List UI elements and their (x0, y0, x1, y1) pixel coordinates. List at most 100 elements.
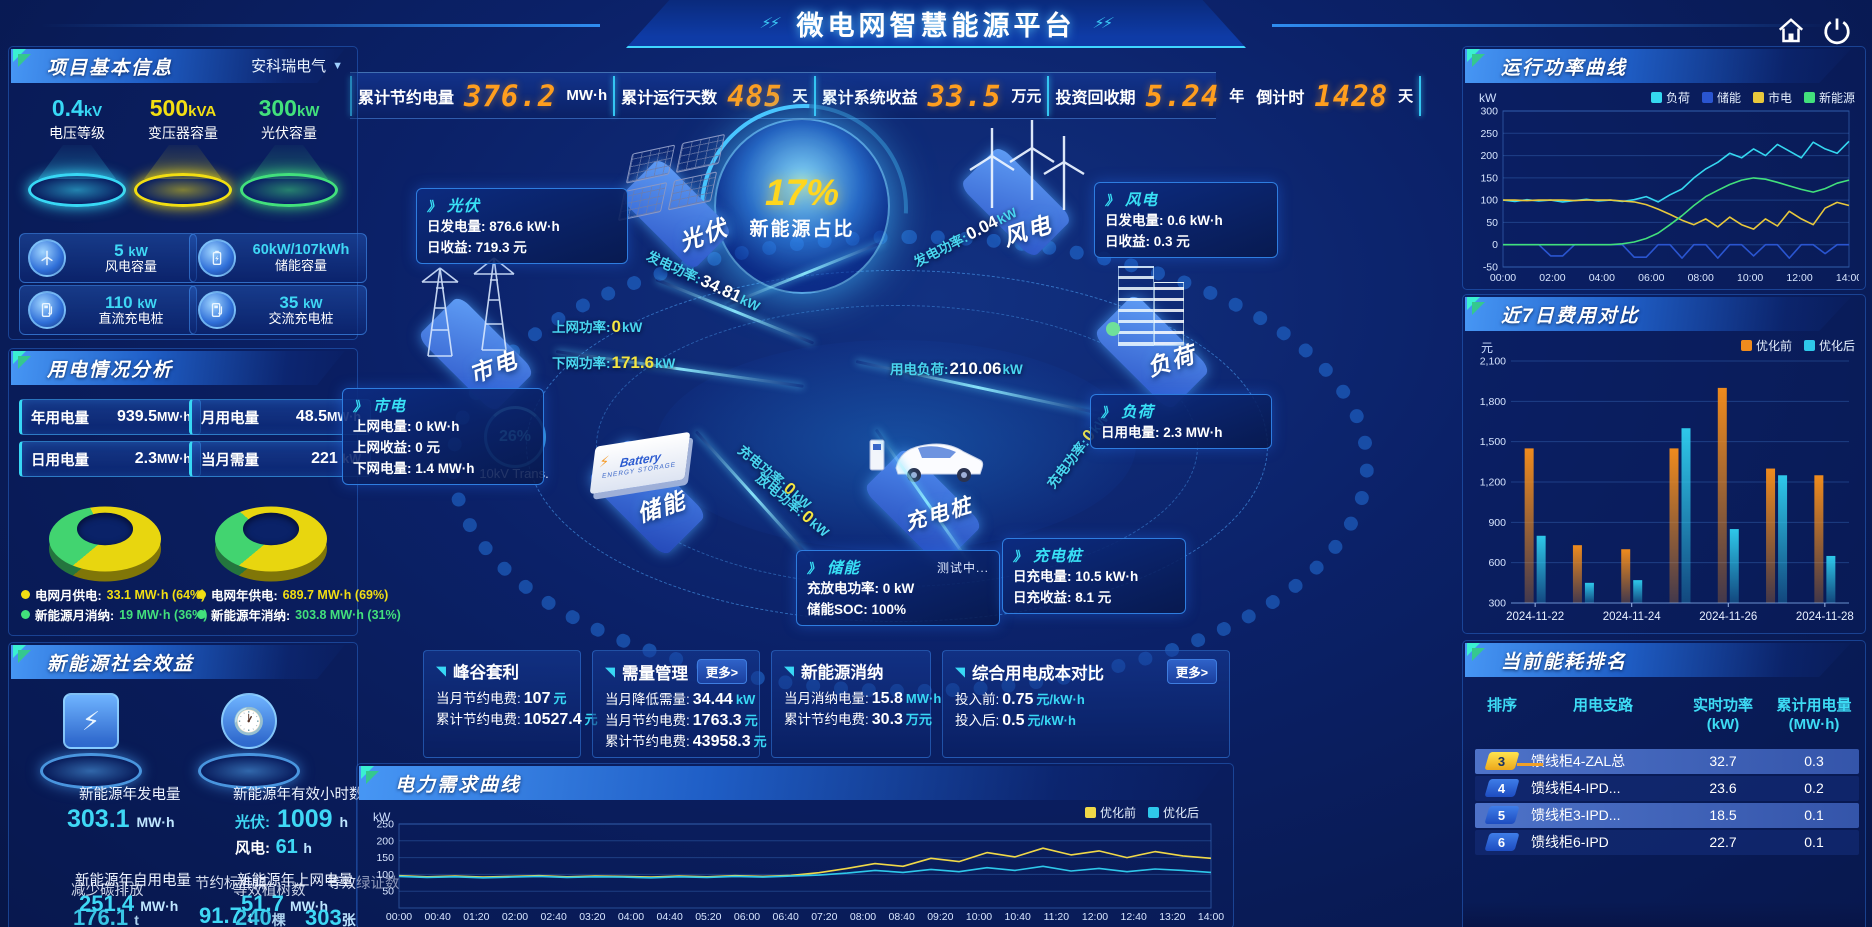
svg-text:100: 100 (376, 869, 394, 881)
legend-item[interactable]: 优化后 (1803, 337, 1855, 354)
svg-text:10:40: 10:40 (1005, 911, 1031, 923)
month-energy-donut (49, 481, 167, 599)
legend-newenergy-year: 新能源年消纳: 303.8 MW·h (31%) (197, 605, 401, 624)
svg-text:11:20: 11:20 (1044, 911, 1070, 923)
svg-text:2024-11-22: 2024-11-22 (1506, 611, 1564, 623)
svg-text:2024-11-26: 2024-11-26 (1699, 611, 1757, 623)
svg-text:04:40: 04:40 (657, 911, 683, 923)
run-power-legend: 负荷 储能 市电 新能源 (1650, 89, 1855, 106)
center-sphere: 17% 新能源占比 (714, 118, 890, 294)
panel-corner-icon (13, 351, 37, 375)
project-panel-title: 项目基本信息 (47, 57, 174, 79)
svg-text:12:00: 12:00 (1082, 911, 1108, 923)
legend-item[interactable]: 储能 (1701, 89, 1741, 106)
svg-text:12:40: 12:40 (1121, 911, 1147, 923)
svg-text:14:00: 14:00 (1836, 272, 1859, 284)
energy-flow-stage: 17% 新能源占比 光伏 风电 (342, 61, 1462, 698)
svg-text:06:00: 06:00 (1638, 272, 1664, 284)
ranking-title: 当前能耗排名 (1501, 651, 1628, 673)
panel-corner-icon (1467, 49, 1491, 73)
svg-text:1,500: 1,500 (1480, 436, 1506, 448)
demand-curve-panel: 电力需求曲线 优化前 优化后 kW 250 200 150 100 50 00:00 00:4… (356, 763, 1234, 927)
arrow-icon: 》 (807, 560, 822, 576)
new-energy-percent: 17% (764, 171, 840, 213)
legend-item[interactable]: 优化后 (1147, 804, 1199, 821)
flow-load-power: 用电负荷:210.06kW (890, 359, 1023, 378)
legend-item[interactable]: 优化前 (1740, 337, 1792, 354)
svg-text:300: 300 (1488, 598, 1506, 610)
project-info-panel: 项目基本信息 安科瑞电气 ▼ 0.4kV 电压等级 500kVA 变压器容量 3… (8, 46, 367, 340)
home-icon[interactable] (1776, 16, 1806, 46)
ranking-table-header: 排序 用电支路 实时功率 (kW) 累计用电量 (MW·h) (1486, 697, 1852, 733)
power-icon[interactable] (1822, 16, 1852, 46)
ac-charger-card: 35 kW 交流充电桩 (189, 285, 367, 335)
demand-more-button[interactable]: 更多> (696, 659, 747, 684)
svg-text:07:20: 07:20 (811, 911, 837, 923)
benefit-panel-title: 新能源社会效益 (47, 653, 195, 675)
cost-more-button[interactable]: 更多> (1166, 659, 1217, 684)
legend-item[interactable]: 市电 (1752, 89, 1792, 106)
svg-text:04:00: 04:00 (618, 911, 644, 923)
legend-grid-month: 电网月供电: 33.1 MW·h (64%) (21, 585, 205, 604)
svg-text:02:00: 02:00 (1539, 272, 1565, 284)
dc-charger-card: 110 kW 直流充电桩 (19, 285, 197, 335)
svg-text:50: 50 (382, 886, 394, 898)
chevron-down-icon: ▼ (332, 59, 343, 72)
kpi-system-revenue: 累计系统收益 33.5 万元 (821, 78, 1042, 113)
table-row[interactable]: 6 馈线柜6-IPD 22.7 0.1 (1475, 829, 1859, 855)
table-row[interactable]: 5 馈线柜3-IPD... 18.5 0.1 (1475, 802, 1859, 828)
svg-text:08:40: 08:40 (889, 911, 915, 923)
grid-info-card: 》市电 上网电量: 0 kW·h 上网收益: 0 元 下网电量: 1.4 MW·… (342, 388, 544, 485)
hours-pedestal: 🕐 (189, 693, 309, 789)
svg-text:2024-11-24: 2024-11-24 (1603, 611, 1662, 623)
solar-lightning-icon: ⚡ (63, 693, 119, 749)
battery-icon (198, 239, 236, 277)
company-dropdown[interactable]: 安科瑞电气 ▼ (251, 58, 343, 75)
cost-chart-legend: 优化前 优化后 (1740, 337, 1855, 354)
legend-item[interactable]: 新能源 (1803, 89, 1855, 106)
demand-chart-legend: 优化前 优化后 (1084, 804, 1199, 821)
title-band: ⚡⚡ 微电网智慧能源平台 ⚡⚡ (626, 0, 1246, 48)
storage-capacity-card: 60kW/107kWh 储能容量 (189, 233, 367, 283)
ranking-table: 排序 用电支路 实时功率 (kW) 累计用电量 (MW·h) 3 馈线柜4-ZAL总… (1475, 697, 1859, 857)
panel-corner-icon (1467, 643, 1491, 667)
flag-icon: ◥ (605, 663, 615, 679)
svg-text:00:40: 00:40 (425, 911, 451, 923)
wind-capacity-card: 5 kW 风电容量 (19, 233, 197, 283)
svg-text:02:00: 02:00 (502, 911, 528, 923)
svg-text:03:20: 03:20 (579, 911, 605, 923)
storage-info-card: 》储能 测试中... 充放电功率: 0 kW 储能SOC: 100% (796, 550, 1000, 626)
panel-corner-icon (13, 645, 37, 669)
legend-item[interactable]: 负荷 (1650, 89, 1690, 106)
demand-mgmt-box: ◥ 需量管理 更多> 当月降低需量: 34.44 kW 当月节约电费: 1763.3 元 … (592, 650, 767, 758)
pv-capacity-pedestal: 300kW 光伏容量 (237, 95, 341, 207)
wind-turbine-icon (28, 239, 66, 277)
pv-info-card: 》光伏 日发电量: 876.6 kW·h 日收益: 719.3 元 (416, 188, 628, 264)
flag-icon: ◥ (436, 663, 446, 678)
page-title: 微电网智慧能源平台 (796, 10, 1076, 41)
svg-text:300: 300 (1480, 106, 1498, 118)
svg-text:04:00: 04:00 (1589, 272, 1615, 284)
rank-badge: 6 (1484, 833, 1520, 851)
table-row[interactable]: 3 馈线柜4-ZAL总 32.7 0.3 (1475, 748, 1859, 774)
battery-lightning-icon: ⚡ (598, 452, 611, 471)
arrow-icon: 》 (1013, 548, 1028, 564)
arrow-icon: 》 (1105, 192, 1120, 208)
usage-panel-title: 用电情况分析 (47, 359, 174, 381)
year-usage-box: 年用电量 939.5MW·h (19, 399, 201, 435)
charger-info-card: 》充电桩 日充电量: 10.5 kW·h 日充收益: 8.1 元 (1002, 538, 1186, 614)
run-power-panel: 运行功率曲线 kW 负荷 储能 市电 新能源 300 250 200 150 100 50 0 -5… (1462, 46, 1866, 290)
legend-item[interactable]: 优化前 (1084, 804, 1136, 821)
legend-grid-year: 电网年供电: 689.7 MW·h (69%) (197, 585, 388, 604)
cost-compare-panel: 近7日费用对比 元 优化前 优化后 2,100 1,800 1,500 1,200 900… (1462, 294, 1866, 634)
svg-text:2024-11-28: 2024-11-28 (1796, 611, 1854, 623)
arrow-icon: 》 (1101, 404, 1116, 420)
table-row[interactable]: 4 馈线柜4-IPD... 23.6 0.2 (1475, 775, 1859, 801)
day-usage-box: 日用电量 2.3MW·h (19, 441, 201, 477)
header-decor-line-right (1272, 24, 1832, 27)
